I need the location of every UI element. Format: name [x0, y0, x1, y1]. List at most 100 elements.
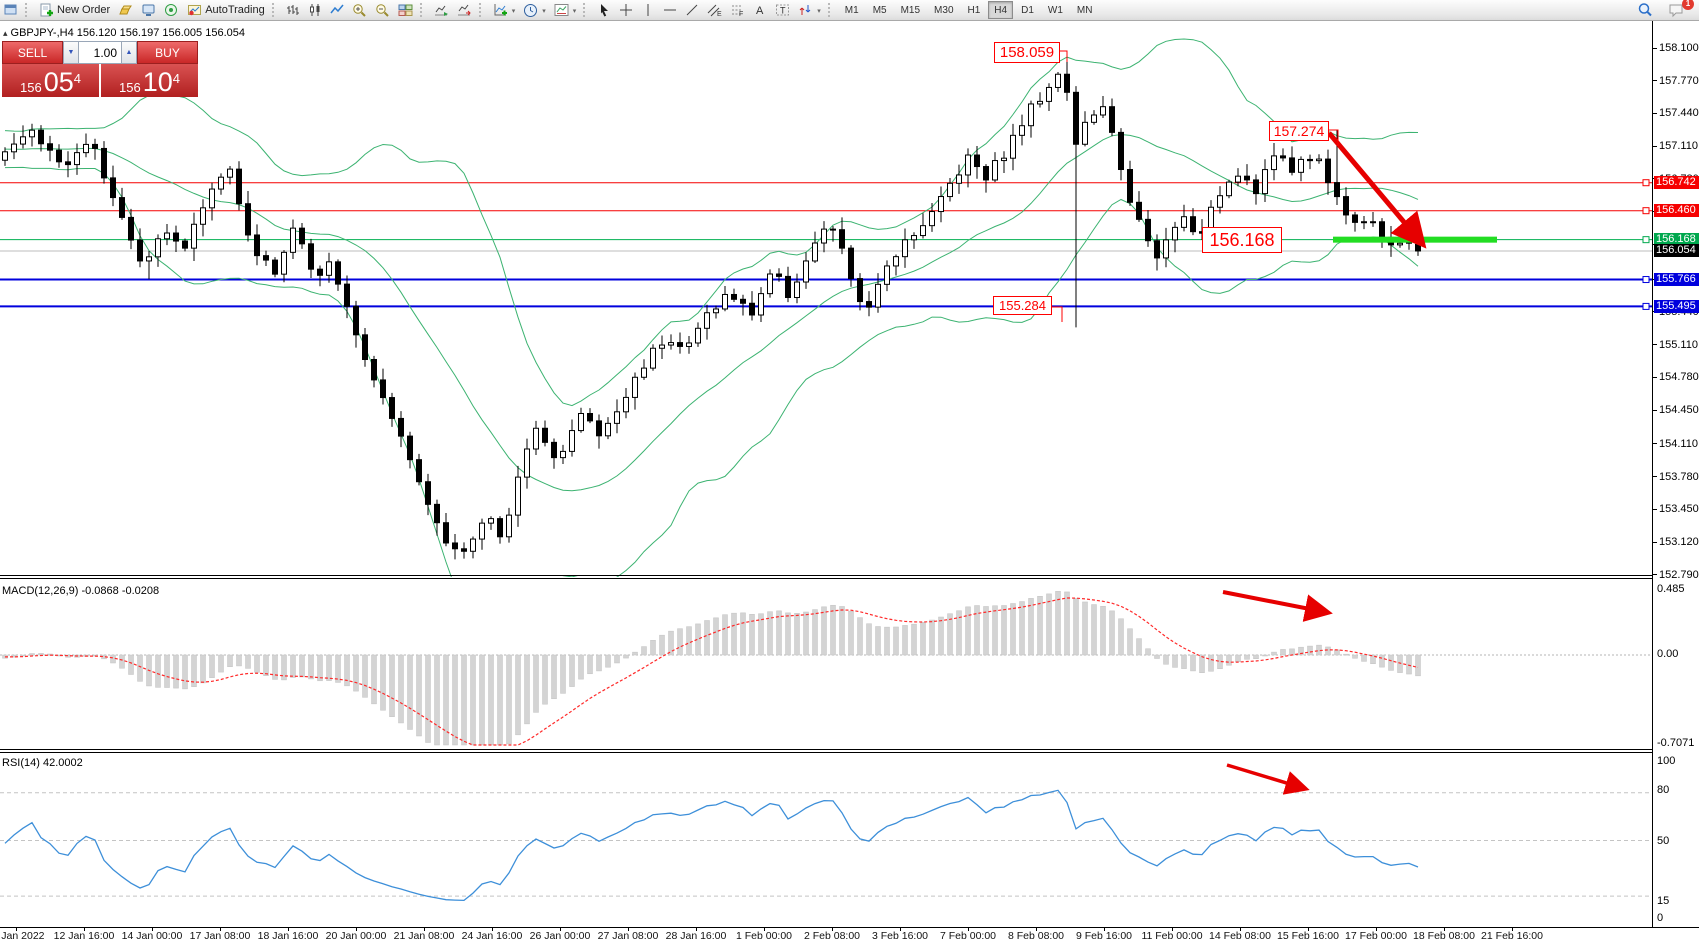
auto-scroll-button[interactable]: [430, 0, 453, 20]
toolbar-group-grip[interactable]: [583, 3, 589, 17]
timeframe-m15-button[interactable]: M15: [900, 4, 921, 16]
sell-price-point: 4: [73, 71, 81, 86]
crosshair-button[interactable]: [615, 0, 637, 20]
zoom-out-button[interactable]: [371, 0, 394, 20]
time-axis[interactable]: 11 Jan 2022 12 Jan 16:00 14 Jan 00:00 17 Ja…: [0, 927, 1699, 944]
new-order-button-label: New Order: [57, 4, 111, 16]
main-price-chart[interactable]: [0, 20, 1652, 577]
panel-divider[interactable]: [0, 752, 1699, 753]
horizontal-line-button[interactable]: [659, 0, 681, 20]
notifications-button[interactable]: 1: [1664, 0, 1694, 20]
toolbar-group-grip[interactable]: [271, 3, 278, 17]
text-button[interactable]: A: [749, 0, 771, 20]
toolbar-group-grip[interactable]: [419, 3, 426, 17]
volume-input[interactable]: [79, 41, 121, 64]
price-tick: [1653, 574, 1657, 576]
toolbar-group-grip[interactable]: [827, 3, 834, 17]
macd-indicator-panel[interactable]: [0, 579, 1652, 748]
trendline-button[interactable]: [681, 0, 703, 20]
tile-windows-button[interactable]: [394, 0, 417, 20]
time-label: 3 Feb 16:00: [871, 930, 929, 942]
buy-button[interactable]: BUY: [137, 41, 198, 64]
price-tick: [1653, 409, 1657, 411]
time-tick: [492, 928, 493, 931]
time-label: 8 Feb 08:00: [1007, 930, 1065, 942]
chart-shift-button[interactable]: [453, 0, 476, 20]
buy-price-point: 4: [172, 71, 180, 86]
time-label: 18 Jan 16:00: [257, 930, 319, 942]
panel-divider[interactable]: [0, 578, 1699, 579]
price-annotation[interactable]: 156.168: [1202, 227, 1282, 253]
price-annotation[interactable]: 155.284: [993, 296, 1052, 315]
templates-button[interactable]: [550, 0, 581, 20]
time-label: 20 Jan 00:00: [325, 930, 387, 942]
time-label: 11 Feb 00:00: [1141, 930, 1203, 942]
price-tick: [1653, 376, 1657, 378]
terminal-button[interactable]: [137, 0, 160, 20]
price-annotation[interactable]: 158.059: [994, 42, 1060, 63]
vertical-line-button[interactable]: [637, 0, 659, 20]
panel-divider[interactable]: [0, 749, 1699, 750]
autotrading-button[interactable]: AutoTrading: [183, 0, 269, 20]
bar-chart-button[interactable]: [282, 0, 304, 20]
timeframe-m1-button[interactable]: M1: [844, 4, 859, 16]
line-chart-icon: [330, 3, 344, 17]
cursor-button[interactable]: [593, 0, 615, 20]
line-chart-button[interactable]: [326, 0, 348, 20]
arrows-button[interactable]: [794, 0, 825, 20]
sell-button[interactable]: SELL: [2, 41, 63, 64]
sell-price-display[interactable]: 156 05 4: [2, 64, 99, 97]
time-label: 14 Feb 08:00: [1209, 930, 1271, 942]
panel-divider[interactable]: [0, 575, 1699, 576]
time-tick: [560, 928, 561, 931]
price-axis[interactable]: 158.100157.770157.440157.110156.780156.4…: [1652, 20, 1699, 927]
equidistant-channel-button[interactable]: E: [703, 0, 726, 20]
zoom-in-button[interactable]: [348, 0, 371, 20]
rsi-scale-label: 100: [1657, 755, 1676, 767]
channel-icon: E: [707, 3, 722, 17]
text-label-button[interactable]: T: [771, 0, 794, 20]
time-tick: [900, 928, 901, 931]
autotrading-icon: [187, 3, 202, 17]
window-button[interactable]: [0, 0, 22, 20]
timeframe-mn-button[interactable]: MN: [1076, 4, 1093, 16]
toolbar-group-grip[interactable]: [25, 3, 31, 17]
periods-button[interactable]: [519, 0, 550, 20]
arrows-icon: [798, 3, 813, 17]
indicators-button[interactable]: [489, 0, 520, 20]
price-annotation[interactable]: 157.274: [1269, 121, 1329, 141]
time-tick: [1376, 928, 1377, 931]
timeframe-d1-button[interactable]: D1: [1021, 4, 1034, 16]
timeframe-h4-button[interactable]: H4: [988, 1, 1014, 19]
buy-price-display[interactable]: 156 10 4: [101, 64, 198, 97]
market-watch-button[interactable]: [114, 0, 137, 20]
timeframe-h1-button[interactable]: H1: [967, 4, 981, 16]
auto-scroll-icon: [434, 3, 449, 17]
chart-symbol-title: GBPJPY-,H4 156.120 156.197 156.005 156.0…: [3, 27, 245, 39]
candlestick-chart-button[interactable]: [304, 0, 326, 20]
price-tick: [1653, 145, 1657, 147]
rsi-indicator-panel[interactable]: [0, 753, 1652, 925]
window-icon: [4, 3, 18, 17]
time-label: 2 Feb 08:00: [803, 930, 861, 942]
volume-increase-button[interactable]: [121, 41, 137, 64]
search-button[interactable]: [1633, 0, 1657, 20]
zoom-out-icon: [375, 3, 390, 18]
signals-button[interactable]: [160, 0, 183, 20]
price-tick: [1653, 508, 1657, 510]
fibonacci-button[interactable]: F: [726, 0, 749, 20]
time-tick: [1512, 928, 1513, 931]
toolbar-group-grip[interactable]: [478, 3, 485, 17]
new-order-button[interactable]: New Order: [35, 0, 114, 20]
timeframe-m30-button[interactable]: M30: [934, 4, 954, 16]
rsi-scale-label: 15: [1657, 895, 1670, 907]
chart-shift-icon: [457, 3, 472, 17]
time-label: 18 Feb 08:00: [1413, 930, 1475, 942]
timeframe-w1-button[interactable]: W1: [1047, 4, 1063, 16]
price-level-label: 155.766: [1654, 273, 1699, 287]
timeframe-m5-button[interactable]: M5: [872, 4, 887, 16]
volume-decrease-button[interactable]: [63, 41, 79, 64]
buy-price-pips: 10: [142, 67, 173, 98]
price-tick: [1653, 112, 1657, 114]
